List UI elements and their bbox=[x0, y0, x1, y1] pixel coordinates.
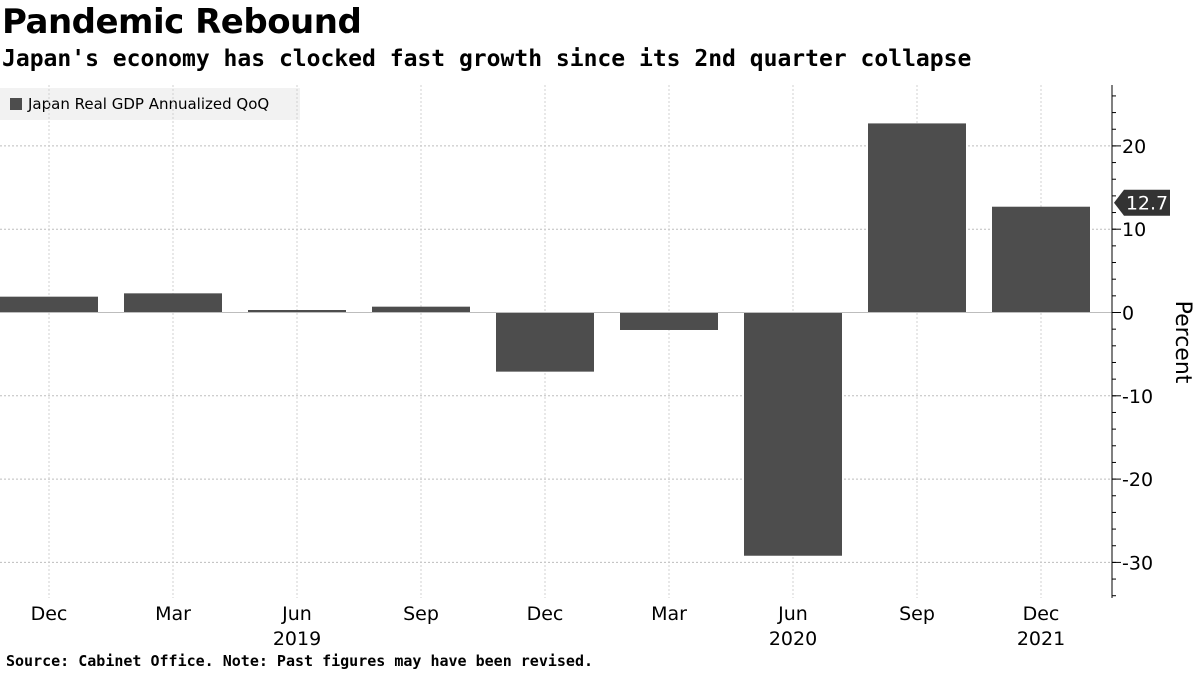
bar bbox=[0, 296, 98, 313]
chart-title: Pandemic Rebound bbox=[2, 2, 362, 42]
y-axis-label: Percent bbox=[1170, 301, 1195, 384]
legend-label: Japan Real GDP Annualized QoQ bbox=[28, 95, 270, 113]
last-value-callout-label: 12.7 bbox=[1126, 193, 1168, 215]
x-tick-label: Mar bbox=[155, 603, 191, 625]
y-tick-label: 0 bbox=[1122, 303, 1134, 325]
x-tick-label: Dec bbox=[527, 603, 564, 625]
y-tick-label: -30 bbox=[1122, 552, 1153, 574]
y-tick-label: -10 bbox=[1122, 386, 1153, 408]
y-tick-label: 10 bbox=[1122, 219, 1146, 241]
legend-swatch bbox=[10, 98, 22, 110]
bar bbox=[744, 312, 842, 556]
x-tick-label: Mar bbox=[651, 603, 687, 625]
x-year-label: 2021 bbox=[1017, 628, 1065, 650]
bar bbox=[992, 206, 1090, 313]
last-value-callout bbox=[1114, 189, 1170, 216]
x-year-label: 2019 bbox=[273, 628, 321, 650]
source-note: Source: Cabinet Office. Note: Past figur… bbox=[6, 652, 593, 670]
bar bbox=[496, 312, 594, 372]
bar bbox=[620, 312, 718, 330]
y-tick-label: -20 bbox=[1122, 469, 1153, 491]
x-tick-label: Sep bbox=[403, 603, 439, 625]
x-tick-label: Sep bbox=[899, 603, 935, 625]
y-tick-label: 20 bbox=[1122, 136, 1146, 158]
x-tick-label: Jun bbox=[777, 603, 808, 625]
bar bbox=[248, 310, 346, 313]
x-tick-label: Dec bbox=[31, 603, 68, 625]
x-tick-label: Jun bbox=[281, 603, 312, 625]
chart-subtitle: Japan's economy has clocked fast growth … bbox=[2, 46, 972, 72]
bar bbox=[372, 306, 470, 313]
legend: Japan Real GDP Annualized QoQ bbox=[0, 88, 300, 120]
x-tick-label: Dec bbox=[1023, 603, 1060, 625]
bar bbox=[868, 123, 966, 313]
x-year-label: 2020 bbox=[769, 628, 817, 650]
bar bbox=[124, 293, 222, 313]
